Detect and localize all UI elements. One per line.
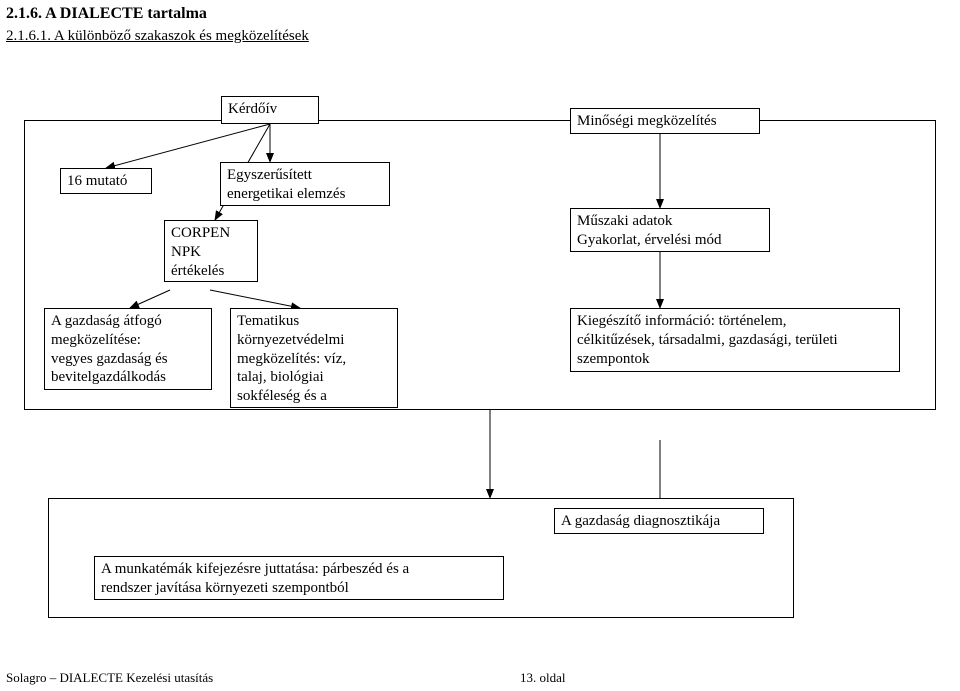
box-kerdoiv: Kérdőív: [221, 96, 319, 124]
box-gazdasag-atfogo: A gazdaság átfogó megközelítése: vegyes …: [44, 308, 212, 390]
box-mutato: 16 mutató: [60, 168, 152, 194]
footer-right: 13. oldal: [520, 670, 566, 686]
page-title: 2.1.6. A DIALECTE tartalma: [6, 5, 207, 23]
box-egyszerusitett: Egyszerűsített energetikai elemzés: [220, 162, 390, 206]
box-tematikus: Tematikus környezetvédelmi megközelítés:…: [230, 308, 398, 408]
box-diagnosztika: A gazdaság diagnosztikája: [554, 508, 764, 534]
box-kiegeszito: Kiegészítő információ: történelem, célki…: [570, 308, 900, 372]
box-muszaki: Műszaki adatok Gyakorlat, érvelési mód: [570, 208, 770, 252]
page-subtitle: 2.1.6.1. A különböző szakaszok és megköz…: [6, 28, 309, 45]
box-munkatemak: A munkatémák kifejezésre juttatása: párb…: [94, 556, 504, 600]
box-corpen: CORPEN NPK értékelés: [164, 220, 258, 282]
footer-left: Solagro – DIALECTE Kezelési utasítás: [6, 670, 213, 686]
box-minosegi: Minőségi megközelítés: [570, 108, 760, 134]
